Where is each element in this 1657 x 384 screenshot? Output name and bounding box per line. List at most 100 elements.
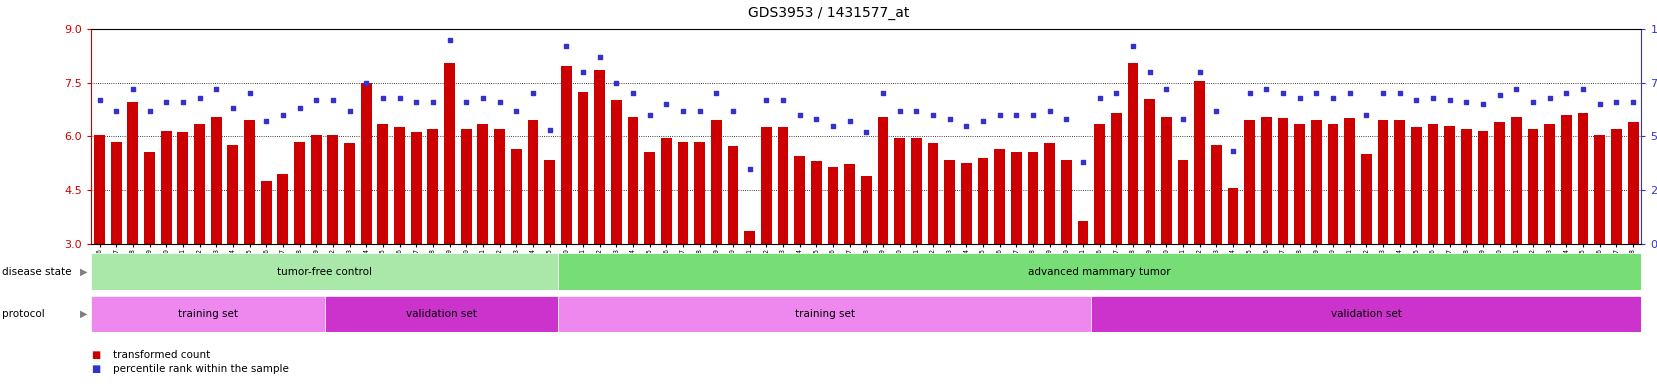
- Bar: [1278, 118, 1287, 244]
- Bar: [325, 296, 558, 332]
- Bar: [1226, 188, 1238, 244]
- Point: [1452, 99, 1478, 105]
- Point: [1336, 90, 1362, 96]
- Point: [653, 101, 679, 107]
- Bar: [277, 174, 288, 244]
- Bar: [944, 160, 954, 244]
- Bar: [1594, 134, 1604, 244]
- Bar: [194, 124, 205, 244]
- Point: [1435, 97, 1461, 103]
- Bar: [1627, 122, 1637, 244]
- Bar: [810, 161, 822, 244]
- Bar: [645, 152, 655, 244]
- Point: [1302, 90, 1329, 96]
- Point: [1085, 94, 1112, 101]
- Point: [353, 79, 379, 86]
- Bar: [560, 66, 572, 244]
- Text: validation set: validation set: [1331, 309, 1400, 319]
- Point: [519, 90, 545, 96]
- Bar: [843, 164, 855, 244]
- Bar: [1143, 99, 1155, 244]
- Point: [986, 112, 1012, 118]
- Point: [1402, 97, 1428, 103]
- Text: GDS3953 / 1431577_at: GDS3953 / 1431577_at: [747, 6, 910, 20]
- Point: [1186, 69, 1213, 75]
- Bar: [310, 134, 321, 244]
- Point: [270, 112, 297, 118]
- Text: percentile rank within the sample: percentile rank within the sample: [113, 364, 288, 374]
- Point: [452, 99, 479, 105]
- Point: [953, 122, 979, 129]
- Text: transformed count: transformed count: [113, 350, 210, 360]
- Bar: [1044, 144, 1054, 244]
- Bar: [1090, 296, 1640, 332]
- Bar: [411, 132, 421, 244]
- Text: ■: ■: [91, 364, 101, 374]
- Point: [1319, 94, 1345, 101]
- Point: [769, 97, 795, 103]
- Bar: [428, 129, 437, 244]
- Bar: [1243, 120, 1254, 244]
- Text: ■: ■: [91, 350, 101, 360]
- Point: [802, 116, 828, 122]
- Point: [936, 116, 963, 122]
- Bar: [1011, 152, 1021, 244]
- Point: [903, 108, 930, 114]
- Bar: [510, 149, 522, 244]
- Bar: [794, 156, 805, 244]
- Point: [553, 43, 580, 49]
- Bar: [661, 138, 671, 244]
- Bar: [1094, 124, 1105, 244]
- Point: [1619, 99, 1645, 105]
- Bar: [293, 142, 305, 244]
- Point: [486, 99, 512, 105]
- Bar: [1077, 220, 1087, 244]
- Point: [1170, 116, 1196, 122]
- Point: [736, 166, 762, 172]
- Bar: [777, 127, 787, 244]
- Bar: [527, 120, 539, 244]
- Bar: [1327, 124, 1337, 244]
- Point: [1203, 108, 1229, 114]
- Bar: [1160, 117, 1171, 244]
- Bar: [1027, 152, 1037, 244]
- Bar: [1543, 124, 1554, 244]
- Point: [502, 108, 529, 114]
- Point: [237, 90, 263, 96]
- Bar: [144, 152, 154, 244]
- Bar: [1311, 120, 1321, 244]
- Point: [870, 90, 896, 96]
- Point: [254, 118, 280, 124]
- Bar: [1261, 117, 1271, 244]
- Bar: [744, 231, 754, 244]
- Point: [1220, 148, 1246, 154]
- Bar: [994, 149, 1004, 244]
- Point: [1369, 90, 1395, 96]
- Point: [119, 86, 146, 92]
- Bar: [1360, 154, 1370, 244]
- Point: [1486, 93, 1513, 99]
- Point: [719, 108, 746, 114]
- Bar: [694, 142, 704, 244]
- Point: [219, 105, 245, 111]
- Point: [1286, 94, 1312, 101]
- Bar: [860, 176, 872, 244]
- Point: [1052, 116, 1079, 122]
- Point: [703, 90, 729, 96]
- Point: [287, 105, 313, 111]
- Bar: [1110, 113, 1122, 244]
- Point: [752, 97, 779, 103]
- Point: [1135, 69, 1162, 75]
- Point: [1069, 159, 1095, 165]
- Point: [1503, 86, 1529, 92]
- Text: ▶: ▶: [80, 266, 88, 277]
- Point: [436, 36, 462, 43]
- Point: [636, 112, 663, 118]
- Bar: [1344, 118, 1354, 244]
- Bar: [477, 124, 489, 244]
- Bar: [394, 127, 404, 244]
- Bar: [161, 131, 172, 244]
- Bar: [558, 296, 1090, 332]
- Bar: [328, 134, 338, 244]
- Bar: [361, 83, 371, 244]
